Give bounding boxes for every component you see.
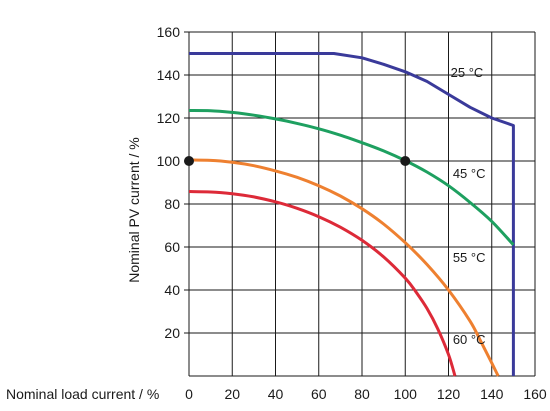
y-tick-label: 100 (157, 153, 181, 169)
series-lines (188, 52, 515, 377)
y-tick-label: 20 (164, 325, 180, 341)
y-tick-label: 60 (164, 239, 180, 255)
y-tick-label: 80 (164, 196, 180, 212)
curve-label: 55 °C (453, 250, 486, 265)
x-tick-label: 80 (354, 386, 370, 402)
curve-labels: 25 °C 45 °C 55 °C 60 °C (451, 65, 486, 347)
x-tick-label: 140 (480, 386, 504, 402)
series-line-60c (188, 190, 457, 377)
y-tick-label: 40 (164, 282, 180, 298)
curve-label: 60 °C (453, 332, 486, 347)
y-tick-label: 120 (157, 110, 181, 126)
data-point (184, 156, 194, 166)
series-line-25c (189, 52, 515, 376)
x-tick-label: 40 (268, 386, 284, 402)
curve-label: 25 °C (451, 65, 484, 80)
data-point (400, 156, 411, 166)
y-tick-label: 140 (157, 67, 181, 83)
grid (184, 31, 536, 377)
x-tick-label: 0 (185, 386, 193, 402)
data-points (184, 156, 411, 166)
x-tick-label: 20 (224, 386, 240, 402)
y-axis-label: Nominal PV current / % (126, 137, 142, 283)
x-tick-label: 120 (437, 386, 461, 402)
y-tick-label: 160 (157, 24, 181, 40)
x-tick-label: 100 (394, 386, 418, 402)
x-axis-label: Nominal load current / % (6, 386, 159, 402)
series-line-45c (188, 108, 515, 246)
curve-label: 45 °C (453, 166, 486, 181)
tick-labels: 0 20 40 60 80 100 120 140 160 20 40 60 80 100 120 140 16… (157, 24, 547, 402)
x-tick-label: 160 (523, 386, 547, 402)
x-tick-label: 60 (311, 386, 327, 402)
series-line-55c (188, 158, 500, 377)
